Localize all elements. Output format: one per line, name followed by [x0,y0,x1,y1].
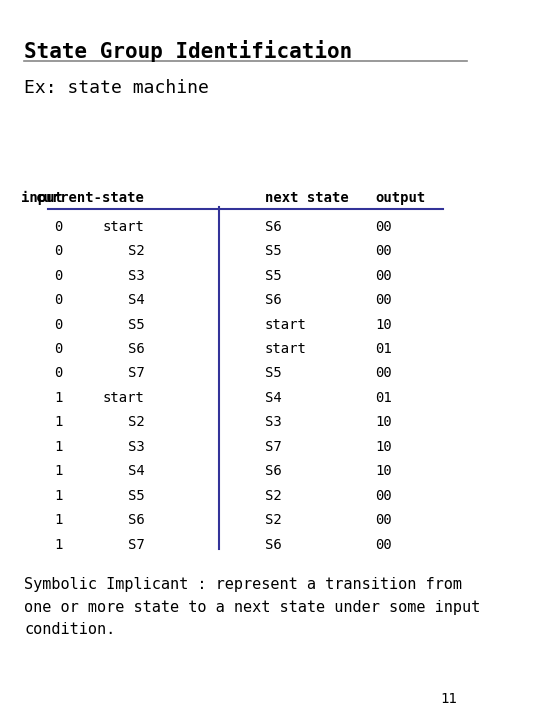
Text: output: output [375,191,426,204]
Text: 1: 1 [54,513,63,527]
Text: Symbolic Implicant : represent a transition from
one or more state to a next sta: Symbolic Implicant : represent a transit… [24,577,480,637]
Text: start: start [265,342,307,356]
Text: 0: 0 [54,366,63,380]
Text: 00: 00 [375,489,392,503]
Text: start: start [103,391,144,405]
Text: S5: S5 [127,318,144,331]
Text: Ex: state machine: Ex: state machine [24,79,209,97]
Text: 00: 00 [375,538,392,552]
Text: 00: 00 [375,513,392,527]
Text: S6: S6 [127,342,144,356]
Text: S6: S6 [127,513,144,527]
Text: 1: 1 [54,415,63,429]
Text: S2: S2 [265,513,281,527]
Text: S7: S7 [127,538,144,552]
Text: 0: 0 [54,244,63,258]
Text: S6: S6 [265,464,281,478]
Text: current-state: current-state [36,191,144,204]
Text: S5: S5 [265,269,281,282]
Text: S7: S7 [127,366,144,380]
Text: S3: S3 [127,269,144,282]
Text: 01: 01 [375,342,392,356]
Text: next state: next state [265,191,348,204]
Text: 0: 0 [54,269,63,282]
Text: S4: S4 [265,391,281,405]
Text: S3: S3 [265,415,281,429]
Text: 0: 0 [54,342,63,356]
Text: 00: 00 [375,244,392,258]
Text: S4: S4 [127,293,144,307]
Text: S6: S6 [265,538,281,552]
Text: 00: 00 [375,366,392,380]
Text: input: input [21,191,63,205]
Text: 10: 10 [375,464,392,478]
Text: S3: S3 [127,440,144,454]
Text: 1: 1 [54,464,63,478]
Text: 1: 1 [54,489,63,503]
Text: S2: S2 [127,244,144,258]
Text: start: start [103,220,144,233]
Text: 10: 10 [375,318,392,331]
Text: 1: 1 [54,391,63,405]
Text: 00: 00 [375,269,392,282]
Text: S6: S6 [265,220,281,233]
Text: S2: S2 [127,415,144,429]
Text: S7: S7 [265,440,281,454]
Text: 10: 10 [375,440,392,454]
Text: State Group Identification: State Group Identification [24,40,352,62]
Text: 0: 0 [54,220,63,233]
Text: start: start [265,318,307,331]
Text: S4: S4 [127,464,144,478]
Text: 00: 00 [375,293,392,307]
Text: 10: 10 [375,415,392,429]
Text: S2: S2 [265,489,281,503]
Text: 01: 01 [375,391,392,405]
Text: S5: S5 [265,366,281,380]
Text: 1: 1 [54,538,63,552]
Text: S5: S5 [265,244,281,258]
Text: 0: 0 [54,318,63,331]
Text: S5: S5 [127,489,144,503]
Text: 0: 0 [54,293,63,307]
Text: 1: 1 [54,440,63,454]
Text: 00: 00 [375,220,392,233]
Text: 11: 11 [441,692,457,706]
Text: S6: S6 [265,293,281,307]
